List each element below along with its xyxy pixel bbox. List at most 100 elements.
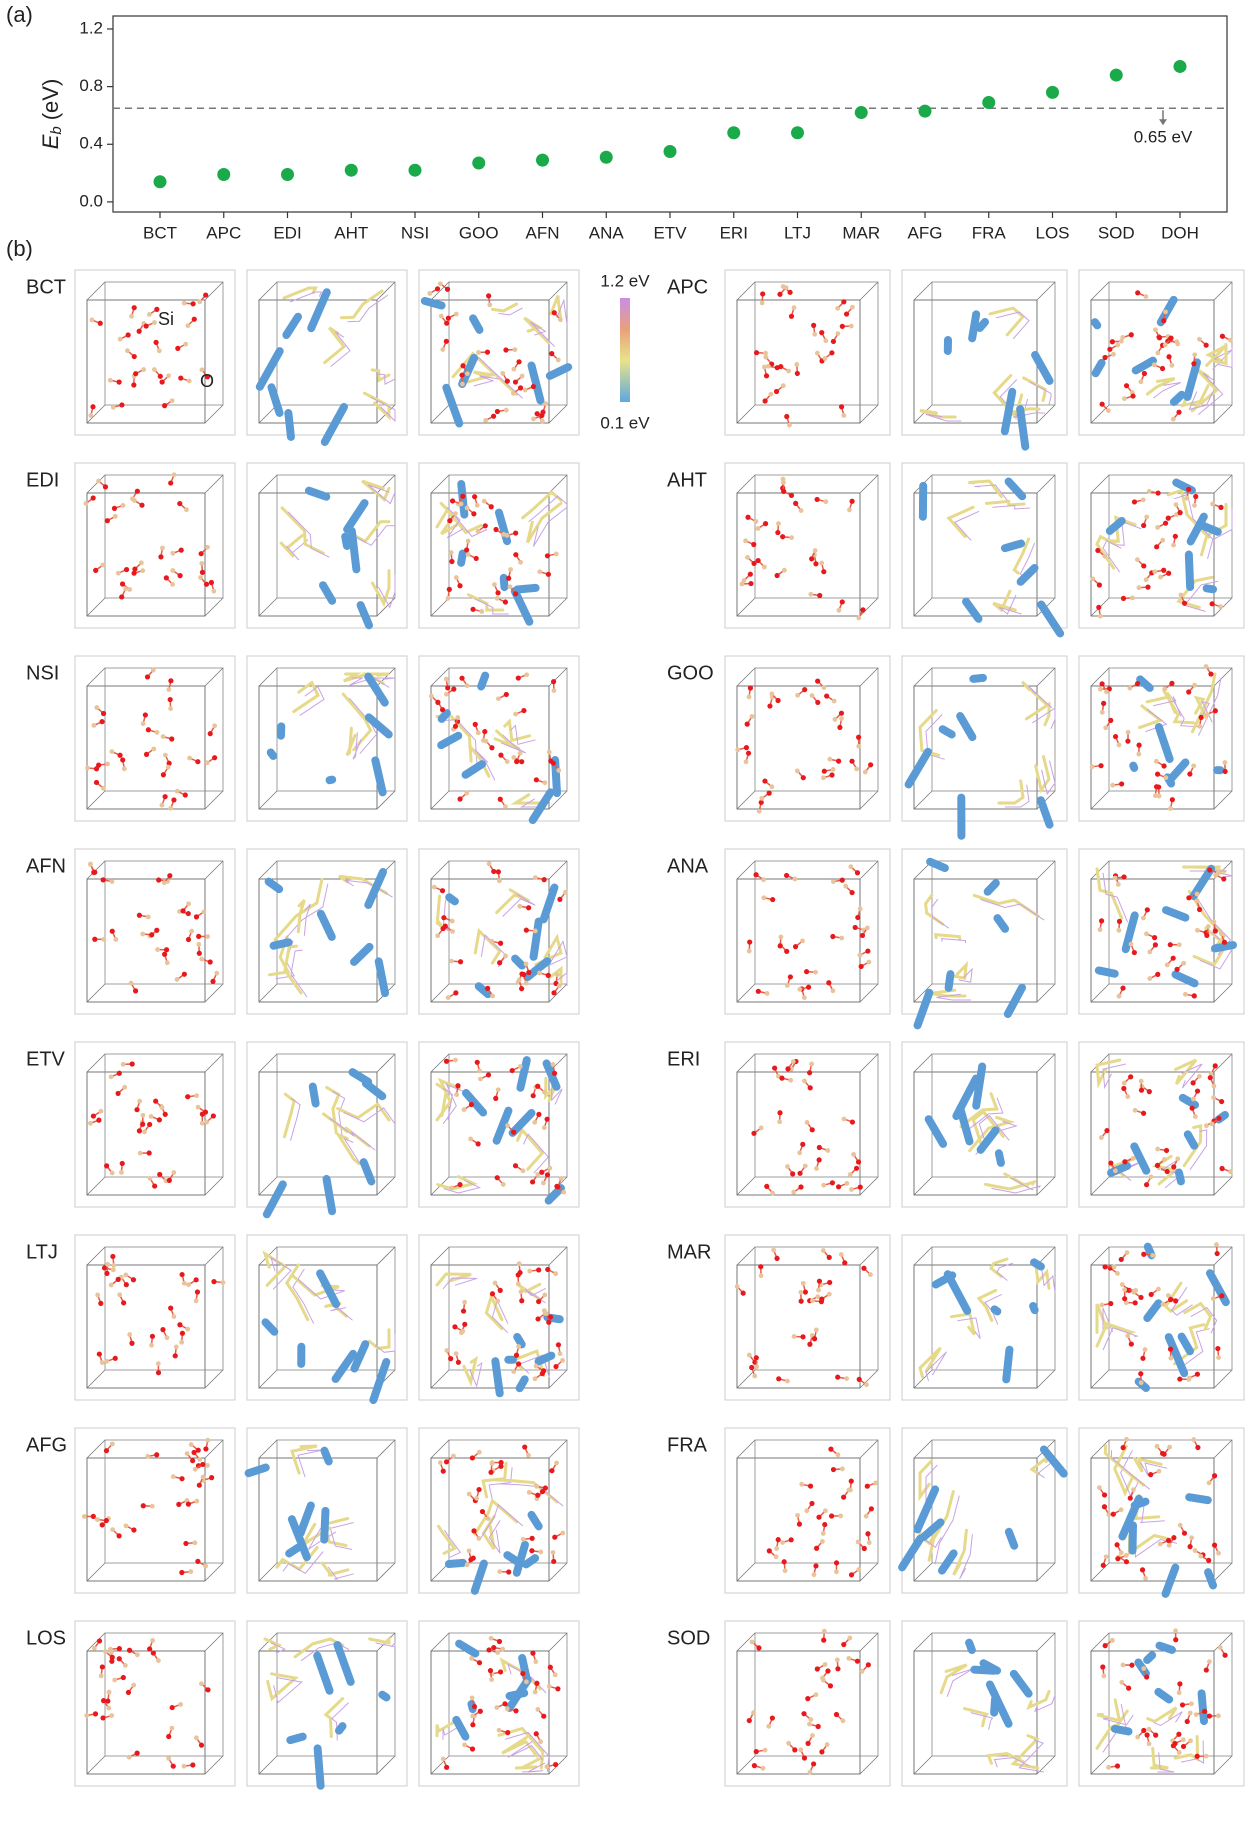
structure-label: MAR — [667, 1241, 711, 1263]
o-atom — [483, 523, 488, 528]
o-atom — [849, 759, 854, 764]
o-atom — [96, 763, 101, 768]
o-atom — [204, 582, 209, 587]
si-atom — [781, 383, 786, 388]
si-atom — [808, 1770, 813, 1775]
o-atom — [530, 1536, 535, 1541]
o-atom — [1135, 681, 1140, 686]
si-atom — [815, 351, 820, 356]
si-atom — [1187, 1376, 1192, 1381]
y-label-subscript: b — [48, 126, 65, 134]
si-atom — [553, 1672, 558, 1677]
si-atom — [868, 1272, 873, 1277]
si-atom — [1124, 1553, 1129, 1558]
si-atom — [101, 937, 106, 942]
structure-label: ETV — [26, 1048, 66, 1070]
si-atom — [833, 717, 838, 722]
o-atom — [137, 329, 142, 334]
structure-label: LTJ — [26, 1241, 58, 1263]
o-atom — [491, 414, 496, 419]
o-atom — [828, 1447, 833, 1452]
o-atom — [195, 759, 200, 764]
si-atom — [1125, 1250, 1130, 1255]
si-atom — [188, 1569, 193, 1574]
migration-channel — [288, 413, 291, 437]
y-tick-label: 0.4 — [79, 134, 103, 153]
o-atom — [789, 314, 794, 319]
si-atom — [105, 1262, 110, 1267]
o-atom — [805, 1696, 810, 1701]
structure-image — [1079, 656, 1244, 821]
x-tick-label: LTJ — [784, 223, 811, 242]
si-atom — [520, 374, 525, 379]
o-atom — [1122, 1159, 1127, 1164]
si-atom — [1211, 1296, 1216, 1301]
o-atom — [551, 761, 556, 766]
o-atom — [194, 914, 199, 919]
o-atom — [101, 711, 106, 716]
o-atom — [456, 1360, 461, 1365]
o-atom — [110, 1655, 115, 1660]
o-atom — [1219, 1293, 1224, 1298]
o-atom — [104, 1163, 109, 1168]
o-atom — [787, 290, 792, 295]
o-atom — [767, 703, 772, 708]
o-atom — [829, 772, 834, 777]
o-atom — [121, 1675, 126, 1680]
si-atom — [435, 933, 440, 938]
structure-image — [902, 849, 1067, 1025]
si-atom — [850, 305, 855, 310]
si-atom — [438, 1460, 443, 1465]
migration-channel — [1179, 1173, 1181, 1182]
si-atom — [194, 1499, 199, 1504]
si-atom — [184, 507, 189, 512]
o-atom — [855, 870, 860, 875]
o-atom — [775, 365, 780, 370]
si-atom — [495, 596, 500, 601]
o-atom — [209, 1475, 214, 1480]
o-atom — [499, 1460, 504, 1465]
image-frame — [75, 270, 235, 435]
o-atom — [100, 1522, 105, 1527]
si-atom — [150, 1504, 155, 1509]
o-atom — [540, 1489, 545, 1494]
o-atom — [186, 1502, 191, 1507]
o-atom — [205, 1687, 210, 1692]
si-atom — [441, 1757, 446, 1762]
si-atom — [466, 552, 471, 557]
si-atom — [105, 762, 110, 767]
o-atom — [1185, 1719, 1190, 1724]
si-atom — [505, 1706, 510, 1711]
si-atom — [517, 978, 522, 983]
si-atom — [835, 331, 840, 336]
o-atom — [859, 964, 864, 969]
si-atom — [109, 1713, 114, 1718]
si-atom — [1188, 1738, 1193, 1743]
si-atom — [747, 694, 752, 699]
si-atom — [534, 1484, 539, 1489]
si-atom — [100, 563, 105, 568]
si-atom — [214, 971, 219, 976]
o-atom — [1170, 797, 1175, 802]
data-point — [345, 164, 358, 177]
si-atom — [1216, 1713, 1221, 1718]
si-atom — [1191, 1437, 1196, 1442]
o-atom — [451, 687, 456, 692]
si-atom — [140, 568, 145, 573]
o-atom — [516, 359, 521, 364]
si-atom — [1177, 942, 1182, 947]
o-atom — [168, 678, 173, 683]
y-label-symbol: E — [38, 134, 63, 149]
data-point — [791, 126, 804, 139]
si-atom — [109, 1074, 114, 1079]
si-atom — [794, 362, 799, 367]
si-atom — [170, 568, 175, 573]
o-atom — [1121, 1445, 1126, 1450]
o-atom — [516, 1361, 521, 1366]
o-atom — [1097, 582, 1102, 587]
si-atom — [1167, 1445, 1172, 1450]
o-atom — [514, 759, 519, 764]
o-atom — [124, 567, 129, 572]
o-atom — [211, 1279, 216, 1284]
si-atom — [823, 499, 828, 504]
